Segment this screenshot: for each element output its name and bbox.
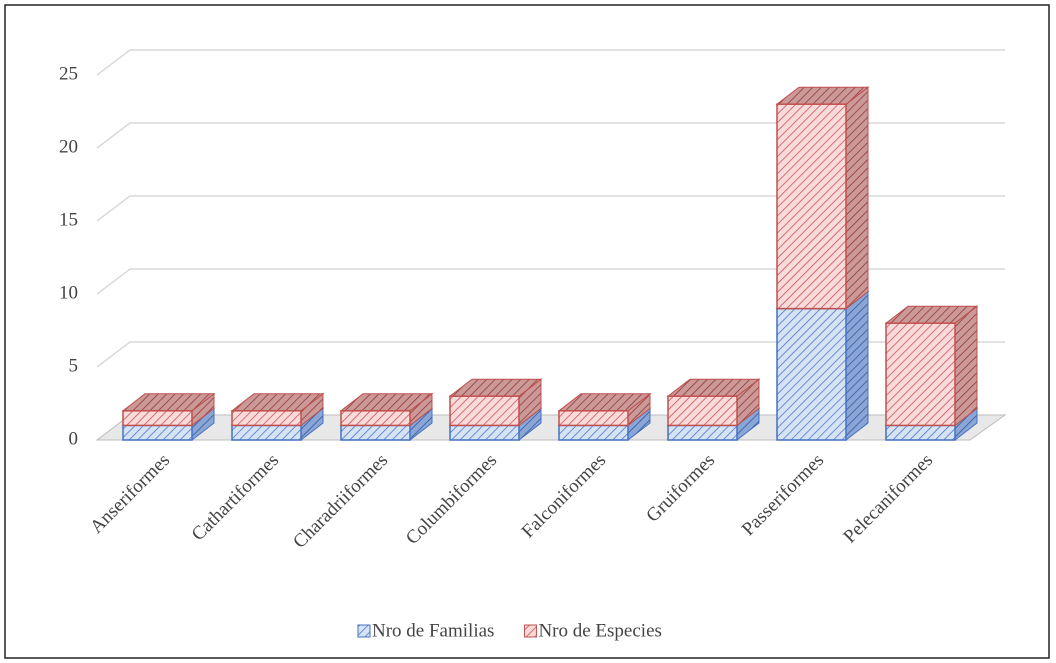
bar [231, 410, 302, 427]
y-tick-label: 25 [59, 63, 78, 84]
legend-swatch [357, 624, 371, 638]
grid-wall-edge [96, 341, 131, 368]
bar [122, 424, 193, 441]
bar [558, 410, 629, 427]
legend-label: Nro de Especies [538, 620, 661, 641]
bar [122, 410, 193, 427]
x-tick-label: Anseriformes [86, 450, 174, 538]
bar [449, 424, 520, 441]
y-tick-label: 10 [59, 282, 78, 303]
bar [340, 424, 411, 441]
grid-wall-edge [96, 122, 131, 149]
bar [776, 103, 847, 310]
y-tick-label: 5 [69, 355, 79, 376]
bar [231, 424, 302, 441]
grid-wall-edge [96, 195, 131, 222]
x-tick-label: Gruiformes [642, 450, 719, 527]
x-tick-label: Passeriformes [738, 450, 828, 540]
y-tick-label: 20 [59, 136, 78, 157]
x-tick-label: Falconiformes [518, 450, 610, 542]
bar-side [954, 305, 978, 427]
bar [340, 410, 411, 427]
x-tick-label: Columbiformes [402, 450, 501, 549]
y-tick-label: 0 [69, 428, 79, 449]
bar [885, 322, 956, 427]
grid-wall-edge [96, 49, 131, 76]
x-tick-label: Charadriiformes [289, 450, 392, 553]
bar [667, 395, 738, 427]
x-tick-label: Cathartiformes [188, 450, 283, 545]
chart-border [4, 4, 1050, 659]
y-tick-label: 15 [59, 209, 78, 230]
legend-swatch [523, 624, 537, 638]
bar [776, 307, 847, 441]
x-tick-label: Pelecaniformes [839, 450, 937, 548]
bar [558, 424, 629, 441]
bar-side [845, 86, 869, 310]
bar [667, 424, 738, 441]
bar-side [845, 290, 869, 442]
bar [449, 395, 520, 427]
legend-label: Nro de Familias [372, 620, 494, 641]
grid-wall-edge [96, 268, 131, 295]
bar [885, 424, 956, 441]
